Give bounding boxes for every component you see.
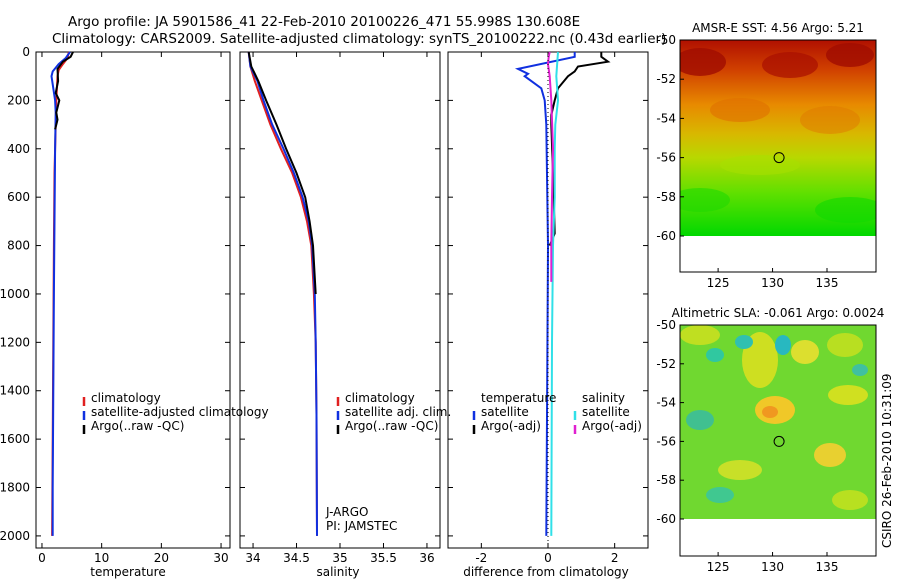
y-tick-label: 600 — [7, 190, 30, 204]
legend-sal-satellite: satellite adj. clim. — [345, 405, 451, 419]
map-y-tick-label: -58 — [656, 190, 676, 204]
map-x-tick-label: 125 — [707, 560, 730, 574]
map-y-tick-label: -56 — [656, 151, 676, 165]
map-y-tick-label: -52 — [656, 357, 676, 371]
temperature-xlabel: temperature — [90, 565, 165, 579]
y-tick-label: 2000 — [0, 529, 30, 543]
y-tick-label: 1400 — [0, 384, 30, 398]
map-y-tick-label: -52 — [656, 72, 676, 86]
y-tick-label: 0 — [22, 45, 30, 59]
sla-field — [680, 325, 876, 519]
legend-sal-argo: Argo(..raw -QC) — [345, 419, 438, 433]
legend-diff-temp-satellite: satellite — [481, 405, 529, 419]
temperature-axes — [35, 51, 231, 549]
x-tick-label: 34.5 — [283, 551, 310, 565]
temperature-panel: 0 200 400 600 800 1000 1200 1400 1600 1800 2000 0 1… — [0, 45, 269, 579]
header-line1: Argo profile: JA 5901586_41 22-Feb-2010 … — [68, 14, 580, 30]
map-y-tick-label: -50 — [656, 33, 676, 47]
sst-axes — [679, 39, 877, 273]
map-y-tick-label: -58 — [656, 473, 676, 487]
temperature-x-axis: 0 10 20 30 — [38, 52, 229, 565]
sst-field — [680, 40, 876, 236]
sst-map: AMSR-E SST: 4.56 Argo: 5.21 -50 -52 -54 -56… — [656, 21, 877, 290]
y-tick-label: 1800 — [0, 481, 30, 495]
difference-xlabel: difference from climatology — [463, 565, 629, 579]
y-tick-label: 200 — [7, 93, 30, 107]
sla-map: Altimetric SLA: -0.061 Argo: 0.0024 -50 -… — [656, 306, 884, 574]
legend-climatology: climatology — [91, 391, 161, 405]
difference-panel: -2 0 2 difference from climatology tempera… — [447, 51, 649, 579]
difference-legend: temperature satellite Argo(-adj) salinit… — [472, 391, 642, 434]
sla-float-marker — [773, 435, 785, 447]
sst-float-marker — [773, 152, 785, 164]
map-x-tick-label: 130 — [761, 276, 784, 290]
map-y-tick-label: -54 — [656, 396, 676, 410]
annotation-j-argo: J-ARGO — [325, 505, 368, 519]
series-line-climatology — [247, 51, 318, 536]
map-y-tick-label: -60 — [656, 512, 676, 526]
x-tick-label: -2 — [475, 551, 487, 565]
series-line-satellite — [247, 51, 318, 536]
legend-diff-salinity: salinity — [582, 391, 625, 405]
salinity-panel: 34 34.5 35 35.5 36 salinity climatology sate… — [239, 51, 451, 579]
y-tick-label: 400 — [7, 142, 30, 156]
legend-diff-sal-satellite: satellite — [582, 405, 630, 419]
y-tick-label: 1200 — [0, 335, 30, 349]
x-tick-label: 35.5 — [370, 551, 397, 565]
series-line-salinity-argo-adj- — [546, 51, 555, 282]
x-tick-label: 35 — [332, 551, 347, 565]
map-x-tick-label: 135 — [816, 276, 839, 290]
legend-sal-climatology: climatology — [345, 391, 415, 405]
x-tick-label: 10 — [94, 551, 109, 565]
salinity-x-axis: 34 34.5 35 35.5 36 — [245, 52, 435, 565]
temperature-legend: climatology satellite-adjusted climatolo… — [82, 391, 269, 434]
header-line2: Climatology: CARS2009. Satellite-adjuste… — [52, 31, 666, 47]
x-tick-label: 20 — [154, 551, 169, 565]
x-tick-label: 34 — [245, 551, 260, 565]
legend-argo: Argo(..raw -QC) — [91, 419, 184, 433]
annotation-pi: PI: JAMSTEC — [326, 519, 397, 533]
series-line-temperature-satellite — [514, 52, 576, 536]
legend-satellite-adjusted: satellite-adjusted climatology — [91, 405, 269, 419]
salinity-legend: climatology satellite adj. clim. Argo(..… — [336, 391, 451, 434]
salinity-xlabel: salinity — [316, 565, 359, 579]
sst-map-title: AMSR-E SST: 4.56 Argo: 5.21 — [692, 21, 864, 35]
series-line-temperature-argo-adj- — [548, 52, 611, 246]
side-label: CSIRO 26-Feb-2010 10:31:09 — [880, 373, 894, 548]
legend-diff-sal-argo: Argo(-adj) — [582, 419, 642, 433]
y-tick-label: 1000 — [0, 287, 30, 301]
x-tick-label: 0 — [38, 551, 46, 565]
map-y-tick-label: -56 — [656, 434, 676, 448]
map-x-tick-label: 135 — [816, 560, 839, 574]
series-line-salinity-satellite — [550, 51, 560, 536]
x-tick-label: 0 — [544, 551, 552, 565]
sla-map-title: Altimetric SLA: -0.061 Argo: 0.0024 — [672, 306, 885, 320]
series-line-argo — [247, 51, 317, 295]
salinity-axes — [239, 51, 441, 549]
map-x-tick-label: 125 — [707, 276, 730, 290]
map-y-tick-label: -60 — [656, 229, 676, 243]
series-line-satellite — [50, 51, 71, 536]
y-tick-label: 800 — [7, 239, 30, 253]
series-line-argo — [54, 51, 74, 130]
legend-diff-temperature: temperature — [481, 391, 556, 405]
x-tick-label: 36 — [419, 551, 434, 565]
depth-axis: 0 200 400 600 800 1000 1200 1400 1600 1800 2000 — [0, 45, 30, 543]
map-y-tick-label: -54 — [656, 111, 676, 125]
map-y-tick-label: -50 — [656, 318, 676, 332]
legend-diff-temp-argo: Argo(-adj) — [481, 419, 541, 433]
y-tick-label: 1600 — [0, 432, 30, 446]
map-x-tick-label: 130 — [761, 560, 784, 574]
x-tick-label: 2 — [611, 551, 619, 565]
sla-axes — [679, 324, 877, 557]
x-tick-label: 30 — [213, 551, 228, 565]
